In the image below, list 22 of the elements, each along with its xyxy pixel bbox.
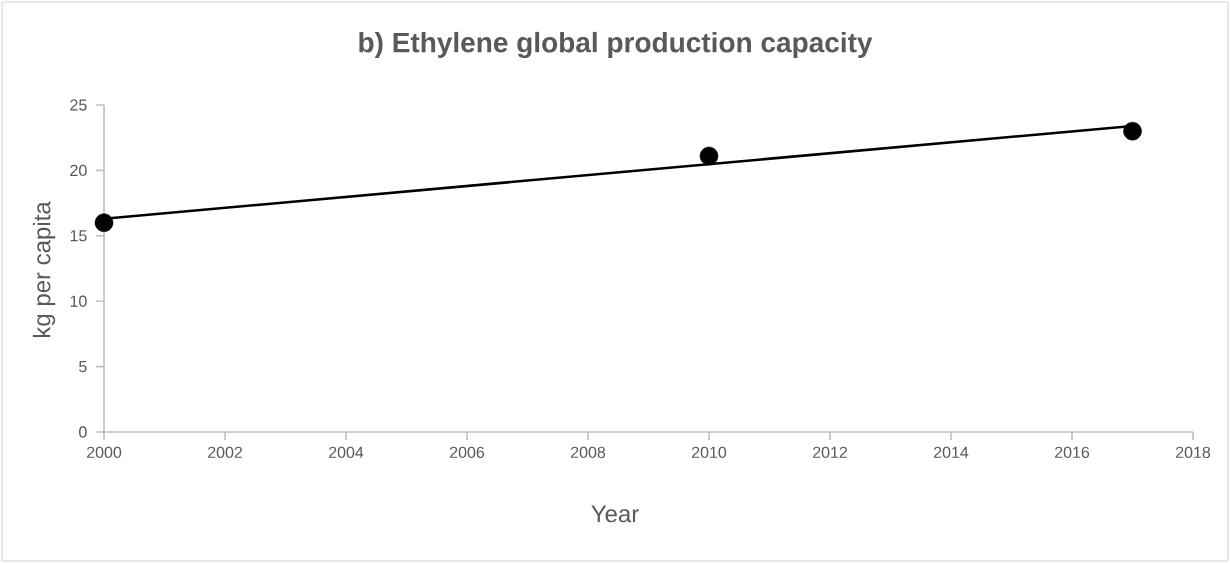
- y-tick-label: 10: [70, 295, 87, 307]
- x-tick-label: 2012: [813, 446, 847, 459]
- y-tick-label: 20: [70, 164, 87, 177]
- x-axis-title: Year: [591, 505, 639, 523]
- y-axis-title: kg per capita: [32, 201, 56, 338]
- y-tick-label: 0: [79, 426, 87, 438]
- x-tick-label: 2008: [571, 446, 606, 459]
- point: [94, 213, 114, 232]
- x-tick-label: 2000: [87, 446, 122, 459]
- x-tick-label: 2010: [692, 446, 727, 459]
- point: [699, 146, 719, 166]
- x-tick-label: 2002: [208, 446, 242, 459]
- x-tick-label: 2004: [329, 446, 364, 459]
- chart-title: b) Ethylene global production capacity: [359, 31, 873, 59]
- y-tick-label: 15: [70, 230, 87, 242]
- point: [1123, 121, 1142, 141]
- x-tick-label: 2016: [1055, 446, 1090, 459]
- y-tick-label: 5: [79, 361, 87, 373]
- x-tick-label: 2018: [1176, 446, 1211, 459]
- y-tick-label: 25: [70, 99, 87, 111]
- x-tick-label: 2014: [934, 446, 969, 459]
- x-tick-label: 2006: [450, 446, 485, 459]
